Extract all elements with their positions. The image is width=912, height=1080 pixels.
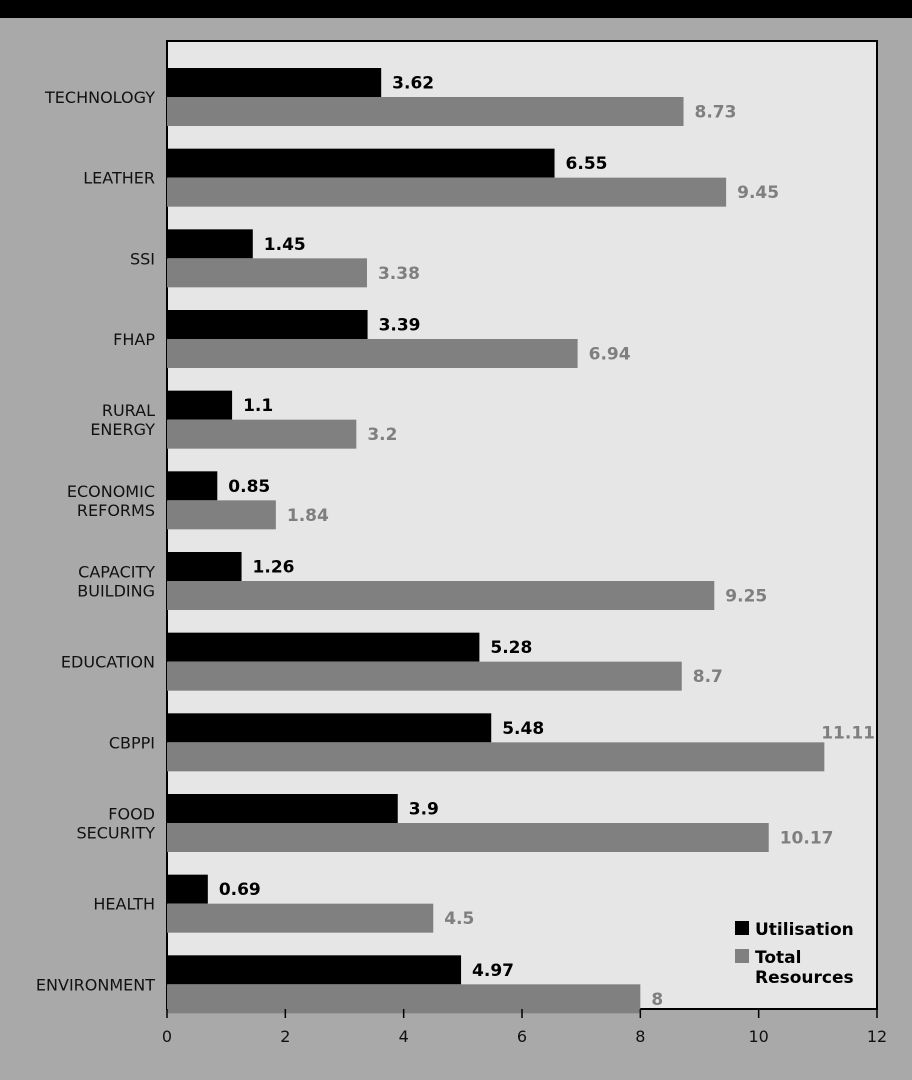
value-labels-layer: 3.62 8.73 6.55 9.45 1.45 3.38 3.39 6.94 1.1 3.2 0.…	[219, 74, 875, 1010]
value-label: 4.97	[472, 961, 514, 981]
bars-layer	[167, 68, 825, 1014]
category-label: ECONOMIC	[67, 482, 155, 501]
value-label: 8.7	[693, 667, 723, 687]
value-label: 8	[651, 990, 663, 1010]
category-label: LEATHER	[83, 169, 155, 188]
x-tick-label: 2	[280, 1027, 290, 1046]
value-label: 0.69	[219, 880, 261, 900]
bar-utilisation	[167, 390, 233, 420]
value-label: 5.48	[502, 719, 544, 739]
bar-total-resources	[167, 177, 727, 207]
bar-utilisation	[167, 552, 242, 581]
x-tick-label: 10	[748, 1027, 768, 1046]
value-label: 1.1	[243, 396, 273, 416]
category-label: HEALTH	[93, 895, 155, 914]
value-label: 3.9	[409, 800, 439, 820]
value-label: 1.26	[253, 558, 295, 578]
bar-total-resources	[167, 661, 682, 691]
category-label: EDUCATION	[61, 653, 155, 672]
category-label: TECHNOLOGY	[44, 88, 155, 107]
legend-swatch	[735, 921, 749, 935]
bar-utilisation	[167, 632, 480, 662]
category-label: REFORMS	[77, 501, 155, 520]
value-label: 9.25	[725, 587, 767, 607]
legend-swatch	[735, 949, 749, 963]
x-tick-label: 12	[867, 1027, 887, 1046]
bar-total-resources	[167, 500, 276, 530]
legend-label: Resources	[755, 968, 854, 988]
bar-utilisation	[167, 471, 218, 501]
category-label: CBPPI	[109, 733, 155, 752]
bar-utilisation	[167, 955, 462, 985]
bar-total-resources	[167, 258, 367, 288]
category-label: FHAP	[113, 330, 155, 349]
value-label: 3.62	[392, 74, 434, 94]
bar-utilisation	[167, 148, 555, 178]
bar-utilisation	[167, 794, 398, 823]
bar-utilisation	[167, 229, 253, 259]
value-label: 5.28	[490, 638, 532, 658]
bar-total-resources	[167, 984, 641, 1014]
value-label: 10.17	[780, 829, 834, 849]
category-label: SECURITY	[76, 824, 155, 843]
bar-utilisation	[167, 310, 368, 339]
value-label: 3.2	[367, 425, 397, 445]
x-tick-label: 0	[162, 1027, 172, 1046]
value-label: 6.94	[589, 345, 631, 365]
legend-label: Total	[755, 948, 801, 968]
category-label: FOOD	[108, 805, 155, 824]
top-banner	[0, 0, 912, 18]
value-label: 0.85	[228, 477, 270, 497]
category-label: ENVIRONMENT	[36, 975, 155, 994]
bar-total-resources	[167, 903, 434, 933]
bar-total-resources	[167, 581, 715, 610]
legend-label: Utilisation	[755, 920, 854, 940]
category-label: RURAL	[102, 401, 155, 420]
value-label: 3.38	[378, 264, 420, 284]
value-label: 1.84	[287, 506, 329, 526]
bar-total-resources	[167, 823, 769, 852]
bar-utilisation	[167, 713, 492, 743]
value-label: 9.45	[737, 183, 779, 203]
value-label: 1.45	[264, 235, 306, 255]
value-label: 6.55	[566, 154, 608, 174]
x-tick-label: 4	[399, 1027, 409, 1046]
value-label: 11.11	[821, 723, 875, 743]
category-label: BUILDING	[77, 582, 155, 601]
category-label: CAPACITY	[78, 563, 155, 582]
bar-total-resources	[167, 339, 578, 368]
value-label: 3.39	[379, 316, 421, 336]
bar-total-resources	[167, 419, 357, 449]
x-tick-label: 6	[517, 1027, 527, 1046]
x-axis: 0 2 4 6 8 10 12	[162, 1009, 887, 1046]
bar-total-resources	[167, 742, 825, 772]
x-tick-label: 8	[635, 1027, 645, 1046]
bar-utilisation	[167, 874, 208, 904]
bar-utilisation	[167, 68, 382, 97]
value-label: 4.5	[444, 909, 474, 929]
value-label: 8.73	[695, 103, 737, 123]
bar-total-resources	[167, 97, 684, 126]
category-label: ENERGY	[90, 420, 155, 439]
category-label: SSI	[130, 249, 155, 268]
